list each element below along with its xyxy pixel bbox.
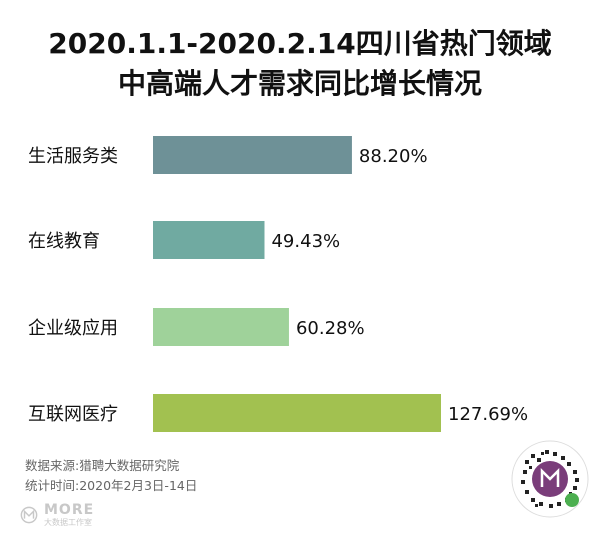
source-note: 数据来源:猎聘大数据研究院 统计时间:2020年2月3日-14日 [25, 456, 197, 496]
source-line: 数据来源:猎聘大数据研究院 [25, 458, 180, 473]
bar [153, 136, 352, 174]
time-range-line: 统计时间:2020年2月3日-14日 [25, 478, 198, 493]
brand-logo: MORE 大数据工作室 [20, 502, 94, 527]
qr-code-icon[interactable] [511, 440, 589, 518]
more-logo-icon [540, 467, 560, 487]
bar [153, 394, 441, 432]
value-label: 60.28% [296, 318, 365, 339]
category-label: 生活服务类 [28, 146, 118, 167]
brand-name: MORE [44, 502, 95, 518]
category-label: 企业级应用 [28, 318, 118, 339]
more-logo-icon [20, 506, 38, 523]
value-label: 127.69% [448, 404, 528, 425]
brand-subtitle: 大数据工作室 [44, 518, 92, 527]
value-label: 49.43% [271, 231, 340, 252]
category-label: 互联网医疗 [28, 404, 118, 425]
category-label: 在线教育 [28, 231, 100, 252]
chart-title-line1: 2020.1.1-2020.2.14四川省热门领域 [48, 27, 552, 60]
chart-title-line2: 中高端人才需求同比增长情况 [117, 67, 482, 100]
bar [153, 308, 289, 346]
value-label: 88.20% [359, 146, 428, 167]
bar [153, 221, 265, 259]
chart-title: 2020.1.1-2020.2.14四川省热门领域 中高端人才需求同比增长情况 [0, 24, 600, 104]
bar-chart: 生活服务类 88.20% 在线教育 49.43% 企业级应用 60.28% 互联网医疗 127… [28, 136, 528, 432]
